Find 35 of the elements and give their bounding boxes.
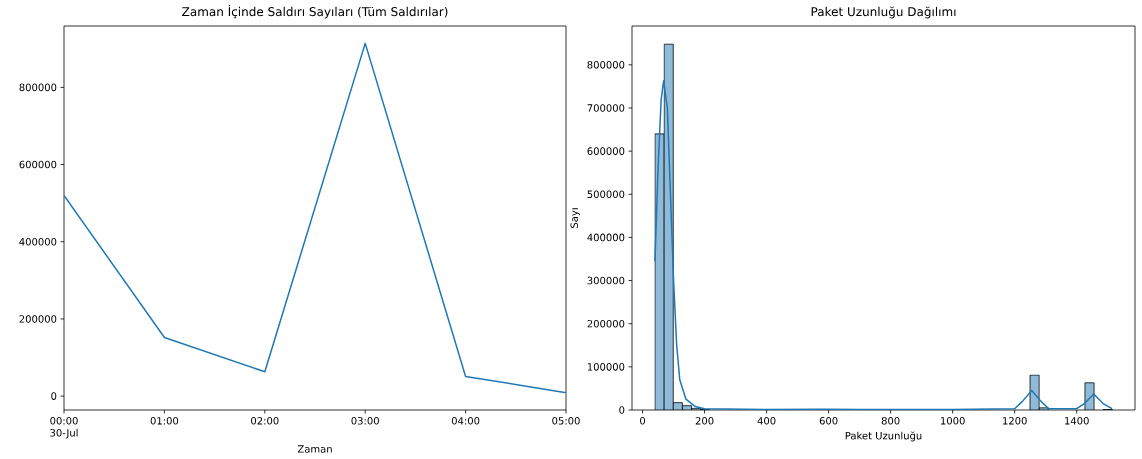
y-tick-label: 600000 bbox=[587, 147, 625, 155]
y-tick-label: 700000 bbox=[587, 104, 625, 112]
line-series bbox=[654, 80, 1113, 410]
x-tick-label: 01:00 bbox=[150, 417, 179, 425]
x-axis-title: Zaman bbox=[297, 445, 332, 453]
x-tick-label: 00:00 30-Jul bbox=[50, 417, 78, 439]
y-tick-label: 200000 bbox=[587, 319, 625, 328]
y-tick-label: 400000 bbox=[19, 237, 57, 246]
y-tick-label: 800000 bbox=[19, 83, 57, 92]
x-axis-title: Paket Uzunluğu bbox=[845, 431, 922, 442]
x-tick-label: 03:00 bbox=[351, 417, 379, 425]
chart-title: Zaman İçinde Saldırı Sayıları (Tüm Saldırılar) bbox=[182, 5, 448, 19]
x-tick-label: 1000 bbox=[941, 417, 965, 425]
y-tick-label: 800000 bbox=[587, 61, 625, 69]
x-tick-label: 800 bbox=[881, 417, 900, 425]
x-tick-label: 1400 bbox=[1065, 417, 1089, 425]
y-tick-label: 600000 bbox=[19, 160, 57, 169]
x-tick-label: 04:00 bbox=[451, 417, 480, 425]
x-tick-label: 1200 bbox=[1003, 417, 1027, 425]
x-tick-label: 0 bbox=[640, 417, 646, 425]
x-tick-label: 200 bbox=[695, 417, 714, 425]
y-tick-label: 200000 bbox=[19, 315, 57, 323]
y-tick-label: 400000 bbox=[587, 233, 625, 242]
y-tick-label: 0 bbox=[51, 392, 57, 400]
x-tick-label: 400 bbox=[757, 417, 776, 425]
y-tick-label: 300000 bbox=[587, 276, 625, 285]
x-tick-label: 02:00 bbox=[251, 417, 279, 425]
line-series bbox=[64, 42, 567, 394]
x-tick-label: 600 bbox=[819, 417, 838, 425]
x-tick-label: 05:00 bbox=[552, 417, 580, 425]
y-tick-label: 0 bbox=[619, 406, 625, 414]
y-tick-label: 500000 bbox=[587, 190, 625, 199]
y-tick-label: 100000 bbox=[587, 363, 625, 371]
y-axis-title: Sayı bbox=[570, 208, 580, 228]
chart-title: Paket Uzunluğu Dağılımı bbox=[811, 6, 956, 19]
